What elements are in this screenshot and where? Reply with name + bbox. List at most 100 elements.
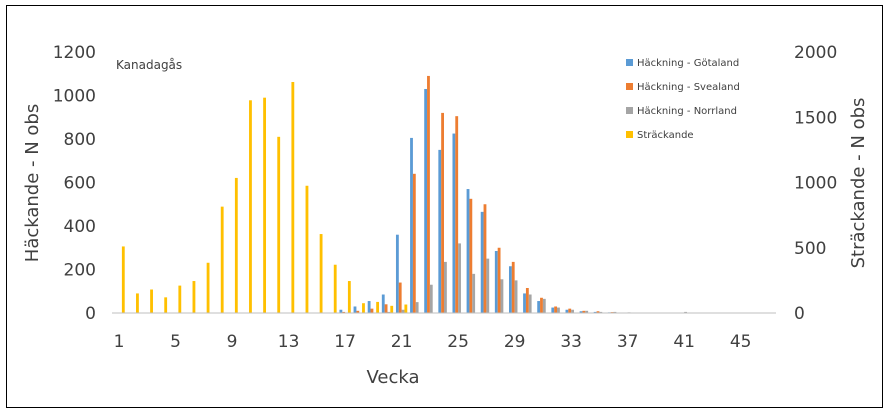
x-tick-label: 17 <box>334 332 356 352</box>
left-tick-label: 400 <box>64 217 96 237</box>
bar <box>376 301 380 313</box>
bar <box>500 279 504 313</box>
bar <box>249 100 252 313</box>
bar <box>525 287 529 313</box>
left-tick-label: 800 <box>64 130 96 150</box>
bar <box>347 281 351 313</box>
legend-label: Häckning - Götaland <box>637 58 739 69</box>
bar <box>390 305 394 313</box>
bar <box>554 306 558 314</box>
bar <box>528 294 532 313</box>
bar <box>596 311 600 313</box>
bar <box>540 297 543 313</box>
bar <box>593 311 597 313</box>
bar <box>455 116 459 313</box>
bar <box>542 298 546 313</box>
bar <box>483 204 487 313</box>
x-tick-label: 13 <box>278 332 300 352</box>
bar <box>353 306 357 314</box>
x-tick-label: 33 <box>560 332 582 352</box>
bar <box>444 261 447 313</box>
legend-item: Sträckande <box>626 130 694 141</box>
bar <box>206 262 210 313</box>
bar <box>557 307 560 313</box>
bar <box>568 308 572 313</box>
bar <box>220 206 224 313</box>
left-tick-label: 1200 <box>53 43 96 63</box>
bar <box>523 293 526 313</box>
bar <box>121 246 125 313</box>
legend-item: Häckning - Svealand <box>626 82 740 93</box>
bar <box>305 185 309 313</box>
left-y-axis: 0 200 400 600 800 1000 1200 <box>53 43 96 324</box>
legend-swatch <box>626 131 633 138</box>
x-axis-title: Vecka <box>366 367 419 388</box>
bar <box>178 285 182 313</box>
bar <box>579 311 583 313</box>
bar <box>362 303 365 313</box>
legend-item: Häckning - Götaland <box>626 58 739 69</box>
bar <box>438 149 442 314</box>
bar <box>398 282 402 313</box>
bar <box>613 311 617 313</box>
bar <box>429 284 433 314</box>
bar <box>192 281 196 313</box>
left-tick-label: 1000 <box>53 87 96 107</box>
bar <box>508 266 512 313</box>
right-tick-label: 0 <box>794 304 805 324</box>
series-0 <box>339 88 639 314</box>
bar <box>333 264 337 313</box>
bar <box>441 112 444 314</box>
bar <box>367 301 371 313</box>
x-tick-label: 45 <box>730 332 752 352</box>
series-2 <box>387 243 687 314</box>
x-tick-label: 9 <box>227 332 238 352</box>
legend-item: Häckning - Norrland <box>626 106 737 117</box>
left-tick-label: 200 <box>64 261 96 281</box>
bar <box>277 136 281 313</box>
bar <box>537 301 541 313</box>
bar <box>582 310 586 313</box>
bar <box>497 247 501 313</box>
x-axis: 1 5 9 13 17 21 25 29 33 37 41 45 <box>114 332 752 352</box>
right-tick-label: 1000 <box>794 174 837 194</box>
bar <box>339 309 343 313</box>
bar <box>410 137 413 313</box>
bar <box>469 198 473 313</box>
left-tick-label: 0 <box>85 304 96 324</box>
bar <box>514 280 518 314</box>
bar <box>291 82 295 313</box>
legend-label: Häckning - Norrland <box>637 106 737 117</box>
left-tick-label: 600 <box>64 174 96 194</box>
bar <box>136 293 139 313</box>
x-tick-label: 5 <box>170 332 181 352</box>
bar <box>342 311 346 313</box>
bar <box>401 309 405 313</box>
x-tick-label: 29 <box>504 332 526 352</box>
bar <box>404 304 408 313</box>
bar <box>319 234 323 313</box>
bar <box>494 251 498 313</box>
bar <box>395 234 399 313</box>
chart-frame <box>6 5 883 408</box>
x-tick-label: 37 <box>617 332 639 352</box>
bar <box>565 309 569 313</box>
series-3 <box>121 82 408 314</box>
bar <box>424 88 428 313</box>
bar <box>412 173 416 313</box>
bar <box>511 261 515 313</box>
chart-title: Kanadagås <box>116 58 182 72</box>
right-tick-label: 500 <box>794 239 826 259</box>
right-y-axis: 0 500 1000 1500 2000 <box>794 43 837 324</box>
bar <box>684 311 687 313</box>
right-tick-label: 2000 <box>794 43 837 63</box>
bar <box>356 310 360 313</box>
right-axis-title: Sträckande - N obs <box>848 98 869 269</box>
bar <box>263 97 266 314</box>
bar <box>480 211 484 313</box>
bar <box>571 309 574 313</box>
bar <box>427 75 430 314</box>
right-tick-label: 1500 <box>794 108 837 128</box>
legend-swatch <box>626 59 633 66</box>
